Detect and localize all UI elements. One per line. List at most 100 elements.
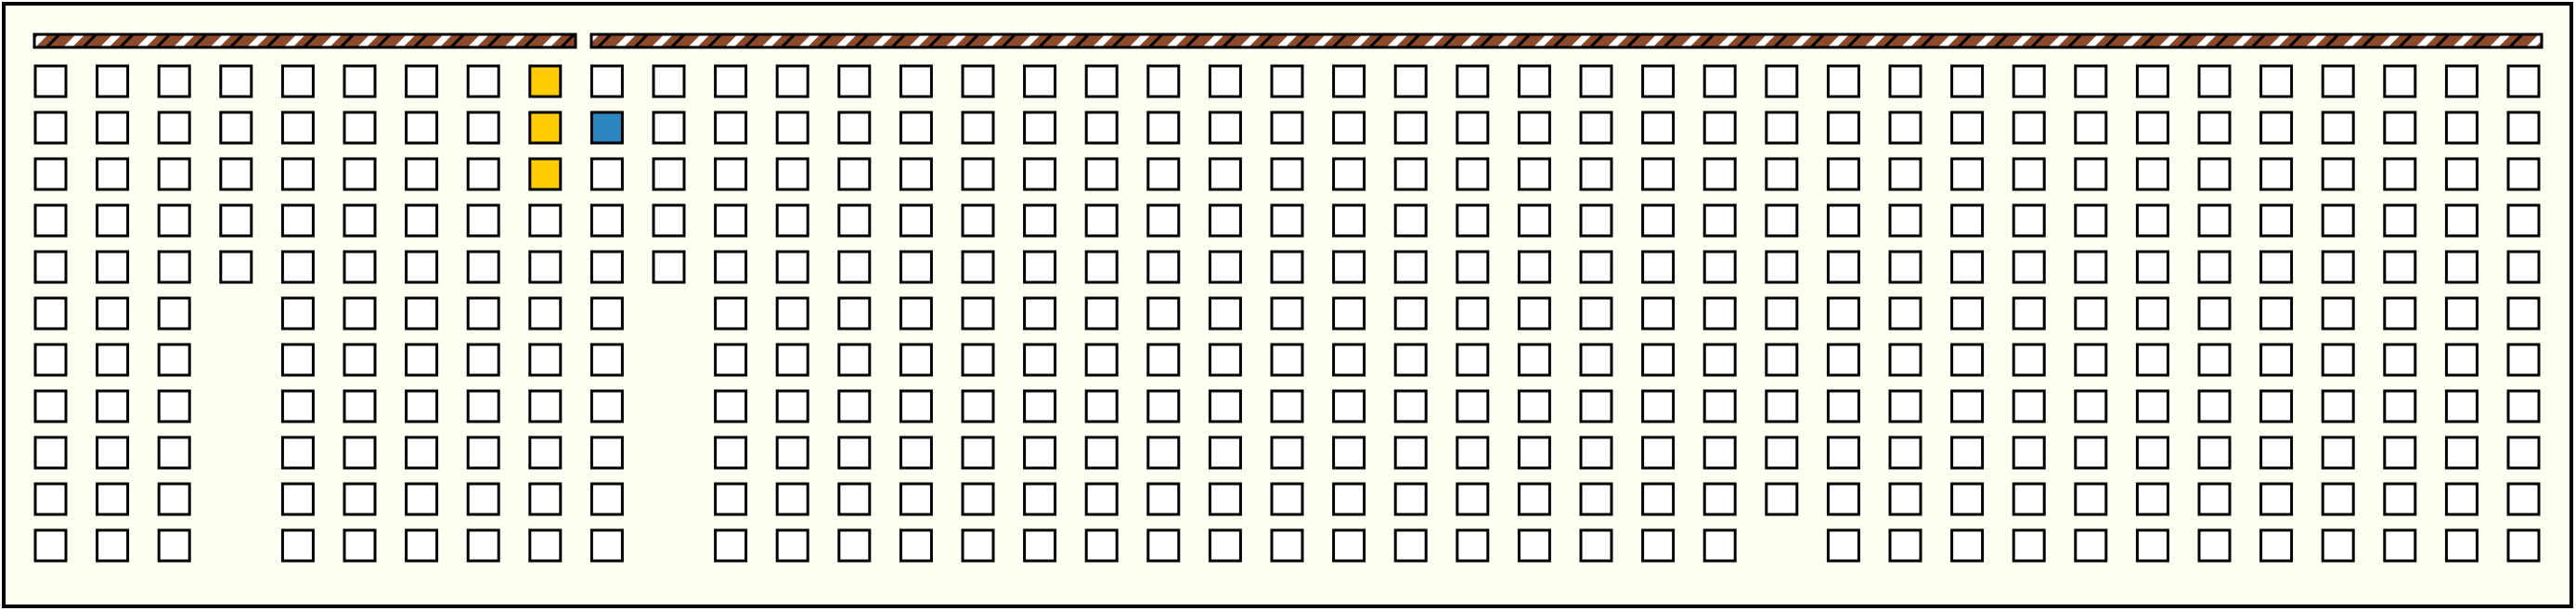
cell xyxy=(1579,389,1613,423)
cell xyxy=(96,157,130,191)
cell xyxy=(343,482,377,516)
cell xyxy=(1641,203,1676,238)
cell xyxy=(1826,250,1860,284)
cell xyxy=(157,64,191,98)
cell xyxy=(2321,482,2355,516)
cell xyxy=(2197,157,2232,191)
cell xyxy=(1517,157,1551,191)
cell xyxy=(837,64,872,98)
cell-column xyxy=(961,64,995,563)
cell xyxy=(2135,64,2169,98)
cell xyxy=(1084,110,1119,145)
highlighted-cell xyxy=(528,110,563,145)
cell xyxy=(1270,296,1304,331)
cell xyxy=(2074,157,2108,191)
cell xyxy=(2506,389,2541,423)
cell xyxy=(1641,250,1676,284)
cell xyxy=(899,250,933,284)
cell xyxy=(1208,110,1242,145)
cell xyxy=(33,110,68,145)
cell xyxy=(157,110,191,145)
cell xyxy=(2444,203,2479,238)
cell xyxy=(1579,250,1613,284)
cell xyxy=(1146,250,1181,284)
cell xyxy=(466,343,500,377)
cell xyxy=(1826,64,1860,98)
cell xyxy=(1270,250,1304,284)
cell xyxy=(2383,64,2417,98)
cell xyxy=(343,436,377,470)
cell xyxy=(1765,250,1799,284)
cell xyxy=(1084,528,1119,563)
cell xyxy=(1702,528,1737,563)
cell xyxy=(1084,157,1119,191)
cell xyxy=(1332,436,1366,470)
cell-column xyxy=(2197,64,2232,563)
cell xyxy=(1765,296,1799,331)
cell xyxy=(1270,203,1304,238)
cell xyxy=(775,528,809,563)
cell xyxy=(219,203,253,238)
cell xyxy=(2074,64,2108,98)
cell xyxy=(2197,436,2232,470)
cell xyxy=(1888,110,1922,145)
cell xyxy=(1579,436,1613,470)
cell xyxy=(775,250,809,284)
cell xyxy=(714,482,748,516)
cell-column xyxy=(2383,64,2417,563)
cell xyxy=(1084,343,1119,377)
cell xyxy=(1023,203,1057,238)
cell xyxy=(2012,296,2046,331)
cell xyxy=(2383,528,2417,563)
cell xyxy=(1023,250,1057,284)
cell xyxy=(1084,389,1119,423)
cell xyxy=(1641,110,1676,145)
cell xyxy=(2321,436,2355,470)
cell xyxy=(2259,436,2294,470)
cell xyxy=(528,296,563,331)
cell xyxy=(961,343,995,377)
cell xyxy=(405,296,439,331)
cell xyxy=(1641,64,1676,98)
cell xyxy=(2321,389,2355,423)
cell xyxy=(1517,250,1551,284)
cell xyxy=(528,528,563,563)
cell xyxy=(343,110,377,145)
cell xyxy=(2074,482,2108,516)
cell xyxy=(466,64,500,98)
cell xyxy=(1456,389,1490,423)
cell xyxy=(1641,157,1676,191)
cell xyxy=(528,203,563,238)
cell-column xyxy=(2506,64,2541,563)
cell xyxy=(466,528,500,563)
cell-column xyxy=(1641,64,1676,563)
cell xyxy=(466,436,500,470)
cell xyxy=(1765,343,1799,377)
cell xyxy=(775,482,809,516)
cell xyxy=(1393,64,1428,98)
cell xyxy=(1765,436,1799,470)
cell xyxy=(1146,157,1181,191)
cell xyxy=(1208,436,1242,470)
cell xyxy=(1950,528,1985,563)
cell xyxy=(528,250,563,284)
cell xyxy=(2074,436,2108,470)
cell xyxy=(2506,64,2541,98)
cell xyxy=(1765,64,1799,98)
cell xyxy=(1888,482,1922,516)
cell xyxy=(2074,110,2108,145)
cell xyxy=(2444,64,2479,98)
cell xyxy=(2135,482,2169,516)
cell xyxy=(2444,110,2479,145)
cell xyxy=(343,250,377,284)
cell xyxy=(1765,157,1799,191)
cell xyxy=(1950,203,1985,238)
cell xyxy=(2506,528,2541,563)
cell xyxy=(2259,203,2294,238)
cell xyxy=(714,389,748,423)
cell xyxy=(1826,528,1860,563)
cell xyxy=(1393,157,1428,191)
cell xyxy=(96,343,130,377)
cell xyxy=(1393,250,1428,284)
